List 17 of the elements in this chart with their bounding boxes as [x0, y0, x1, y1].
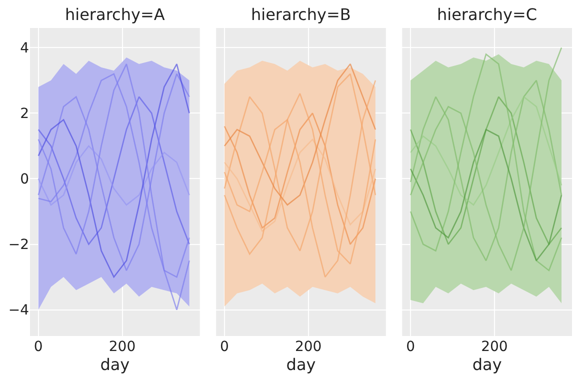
- x-tick-label: 0: [220, 339, 229, 355]
- chart-title: hierarchy=B: [251, 5, 351, 24]
- y-tick-label: −4: [8, 302, 30, 319]
- x-tick-label: 200: [481, 339, 508, 355]
- y-tick-label: 0: [20, 172, 29, 188]
- y-tick-label: −2: [8, 237, 29, 254]
- x-axis-title: day: [472, 355, 502, 374]
- x-tick-label: 0: [34, 339, 43, 355]
- x-axis-title: day: [286, 355, 316, 374]
- x-tick-label: 0: [406, 339, 416, 355]
- chart-title: hierarchy=A: [65, 5, 165, 24]
- y-tick-label: 4: [20, 40, 30, 57]
- chart-title: hierarchy=C: [437, 5, 538, 24]
- x-axis-title: day: [100, 355, 130, 374]
- x-tick-label: 200: [108, 339, 136, 355]
- x-tick-label: 200: [294, 339, 322, 355]
- y-tick-label: 2: [20, 106, 29, 122]
